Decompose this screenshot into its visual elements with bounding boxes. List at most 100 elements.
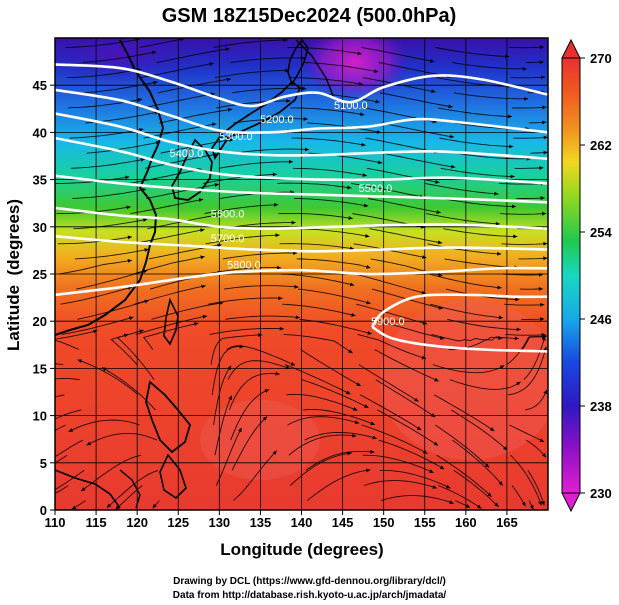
contour-label: 5400.0 (170, 148, 204, 160)
streamline-arrowhead (366, 300, 371, 305)
streamline (294, 198, 369, 207)
streamline-arrowhead (366, 468, 371, 473)
y-tick-label: 45 (33, 78, 47, 93)
streamline (110, 329, 144, 365)
colorbar-tick-label: 230 (590, 486, 612, 501)
contour-line (371, 325, 548, 353)
streamline-arrowhead (494, 191, 499, 196)
streamline (297, 288, 371, 304)
streamline (159, 108, 233, 124)
streamline (55, 409, 82, 420)
y-tick-label: 15 (33, 361, 47, 376)
streamline-arrowhead (278, 296, 283, 301)
streamline-arrowhead (180, 38, 185, 42)
streamline (286, 393, 358, 411)
streamline-arrowhead (522, 66, 527, 71)
colorbar-tick-label: 254 (590, 225, 612, 240)
streamline (291, 137, 366, 146)
streamline-arrowhead (127, 235, 132, 240)
streamline (224, 285, 299, 290)
streamline (307, 469, 371, 501)
streamline-arrowhead (81, 487, 86, 492)
streamline (368, 198, 441, 214)
streamline-arrowhead (541, 332, 546, 337)
streamline-arrowhead (497, 251, 502, 256)
streamline-arrowhead (304, 147, 310, 152)
streamline-arrowhead (209, 62, 214, 66)
streamline-arrowhead (432, 485, 437, 489)
streamline (61, 316, 134, 335)
streamline (276, 182, 352, 189)
streamline (69, 128, 144, 139)
y-tick-label: 10 (33, 409, 47, 424)
streamline (452, 439, 504, 486)
streamline-arrowhead (144, 248, 149, 252)
streamline-arrowhead (433, 441, 439, 446)
streamline-arrowhead (284, 68, 290, 73)
contour-label: 5500.0 (359, 183, 393, 195)
streamline (436, 77, 511, 88)
streamline-arrowhead (439, 465, 445, 470)
streamline (431, 333, 503, 342)
streamline-arrowhead (139, 127, 144, 132)
streamline-arrowhead (229, 138, 234, 143)
streamline-arrowhead (429, 58, 435, 63)
streamline-arrowhead (377, 160, 383, 165)
streamline-arrowhead (128, 316, 134, 321)
streamline-arrowhead (152, 503, 157, 509)
streamline-arrowhead (450, 164, 456, 169)
streamline-arrowhead (200, 228, 205, 233)
wind-streamlines (21, 38, 548, 510)
streamline (57, 236, 132, 245)
streamline (508, 346, 547, 396)
streamline (296, 258, 371, 269)
streamline (361, 46, 435, 63)
streamline (295, 228, 370, 238)
streamline (440, 167, 515, 178)
streamline (506, 336, 546, 365)
streamline-arrowhead (21, 500, 25, 504)
streamline-arrowhead (465, 504, 471, 508)
streamline (354, 273, 426, 295)
streamline-arrowhead (345, 390, 351, 395)
streamline-arrowhead (202, 314, 207, 319)
streamline-arrowhead (275, 233, 280, 238)
streamline (222, 252, 298, 260)
streamline-arrowhead (422, 449, 428, 454)
streamline-arrowhead (540, 196, 545, 201)
streamline (101, 367, 156, 411)
streamline (156, 48, 230, 63)
streamline (426, 213, 500, 225)
streamline (361, 424, 428, 454)
streamline-arrowhead (140, 157, 145, 162)
streamline (234, 148, 310, 154)
streamline (447, 318, 521, 331)
streamline-arrowhead (414, 397, 419, 402)
streamline (86, 432, 157, 446)
streamline-arrowhead (543, 241, 548, 246)
streamline (428, 273, 502, 289)
streamline-arrowhead (511, 204, 517, 209)
streamline (374, 349, 439, 382)
streamline (381, 122, 454, 138)
streamline-arrowhead (430, 413, 436, 418)
contour-label: 5300.0 (219, 131, 253, 143)
streamline-arrowhead (237, 427, 242, 433)
streamline (142, 322, 199, 350)
streamline-arrowhead (437, 240, 443, 245)
colorbar-tick-label: 246 (590, 312, 612, 327)
streamline-arrowhead (348, 215, 353, 220)
x-tick-label: 125 (167, 515, 189, 530)
streamline (379, 469, 451, 489)
streamline (424, 182, 499, 195)
streamline (80, 454, 142, 492)
streamline (55, 378, 81, 381)
streamline-arrowhead (541, 336, 546, 341)
streamline (292, 167, 367, 177)
streamline (204, 204, 279, 215)
streamline (135, 315, 208, 335)
x-tick-label: 160 (455, 515, 477, 530)
streamline-arrowhead (277, 265, 282, 270)
footer-credit-line: Drawing by DCL (https://www.gfd-dennou.o… (173, 576, 446, 587)
